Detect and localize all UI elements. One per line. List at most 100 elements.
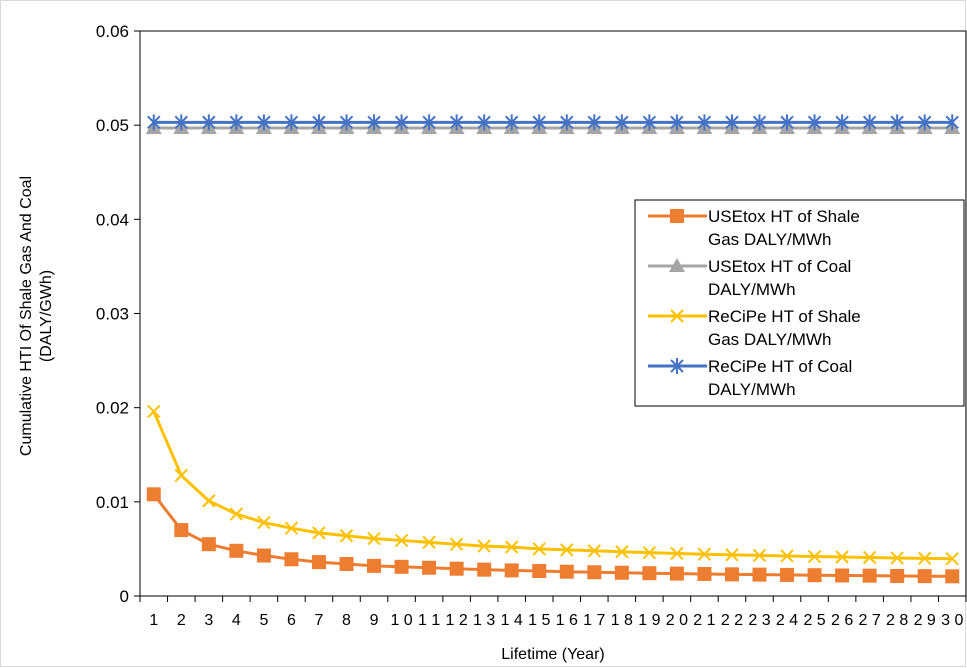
data-point <box>257 515 271 530</box>
data-point <box>917 551 932 566</box>
data-point <box>312 114 326 131</box>
y-tick-label: 0.06 <box>96 22 129 41</box>
data-point <box>146 487 161 502</box>
legend-label: Gas DALY/MWh <box>708 230 831 249</box>
series-0 <box>146 487 960 584</box>
x-tick-label: 2 2 <box>721 612 743 629</box>
data-point <box>890 114 904 131</box>
data-point <box>642 545 657 560</box>
data-point <box>257 114 271 131</box>
legend-swatch-marker <box>670 209 684 223</box>
legend-swatch-marker <box>670 309 684 323</box>
data-point <box>284 552 299 567</box>
data-point <box>147 114 161 131</box>
legend-swatch-marker <box>669 258 685 272</box>
x-tick-label: 1 5 <box>528 612 550 629</box>
x-tick-label: 2 1 <box>693 612 715 629</box>
data-point <box>587 114 602 131</box>
x-tick-label: 2 8 <box>886 612 908 629</box>
x-tick-label: 2 9 <box>914 612 936 629</box>
x-tick-label: 1 3 <box>473 612 495 629</box>
data-point <box>835 568 850 583</box>
data-point <box>642 566 657 581</box>
data-point <box>945 114 959 131</box>
data-point <box>725 548 739 562</box>
x-tick-label: 2 6 <box>831 612 853 629</box>
x-tick-label: 6 <box>287 612 296 629</box>
y-tick-label: 0 <box>120 587 129 606</box>
series-3 <box>147 114 959 131</box>
legend-box <box>634 199 965 407</box>
x-tick-label: 9 <box>370 612 379 629</box>
legend-label: USEtox HT of Coal <box>708 257 851 276</box>
y-axis-ticks: 0 0.01 0.02 0.03 0.04 0.05 0.06 <box>96 22 140 606</box>
data-point <box>670 114 684 131</box>
data-point <box>807 549 822 564</box>
x-tick-label: 1 8 <box>611 612 633 629</box>
legend-item: ReCiPe HT of Coal DALY/MWh <box>648 357 852 399</box>
legend-item: USEtox HT of Shale Gas DALY/MWh <box>648 207 860 249</box>
data-point <box>835 550 849 564</box>
data-point <box>697 547 712 561</box>
data-point <box>835 114 849 131</box>
data-point <box>174 523 189 538</box>
data-point <box>422 114 436 131</box>
x-tick-label: 2 7 <box>859 612 881 629</box>
data-point <box>394 533 409 548</box>
x-tick-label: 1 1 <box>418 612 440 629</box>
data-point <box>917 569 932 584</box>
data-point <box>311 555 326 570</box>
x-tick-label: 4 <box>232 612 241 629</box>
x-tick-label: 2 <box>177 612 186 629</box>
data-point <box>780 114 794 131</box>
data-point <box>504 540 519 554</box>
data-point <box>202 494 216 508</box>
y-axis-title-line-2: (DALY/GWh) <box>38 270 55 362</box>
data-point <box>725 114 739 131</box>
series-2 <box>147 404 959 566</box>
data-point <box>890 568 905 583</box>
data-point <box>339 556 354 571</box>
data-point <box>587 544 602 558</box>
data-point <box>394 559 409 574</box>
data-point <box>752 114 767 131</box>
data-point <box>284 114 299 131</box>
data-point <box>284 521 299 535</box>
data-point <box>614 565 629 580</box>
data-point <box>917 114 932 131</box>
data-point <box>504 114 519 131</box>
data-point <box>752 548 767 563</box>
legend-label: DALY/MWh <box>708 280 796 299</box>
data-point <box>477 114 491 131</box>
x-tick-label: 1 4 <box>501 612 523 629</box>
data-point <box>422 535 436 550</box>
data-point <box>807 568 822 583</box>
data-point <box>339 529 354 543</box>
series-line <box>152 493 953 578</box>
data-point <box>780 567 795 582</box>
legend-label: Gas DALY/MWh <box>708 330 831 349</box>
x-tick-label: 3 0 <box>941 612 963 629</box>
data-point <box>174 114 189 131</box>
data-point <box>147 404 161 419</box>
legend-label: ReCiPe HT of Shale <box>708 307 861 326</box>
data-point <box>202 114 216 131</box>
data-point <box>697 114 712 131</box>
legend-label: USEtox HT of Shale <box>708 207 860 226</box>
data-point <box>312 526 326 540</box>
data-point <box>862 114 877 131</box>
data-point <box>422 560 437 575</box>
data-point <box>229 114 244 131</box>
y-tick-label: 0.03 <box>96 305 129 324</box>
data-point <box>615 114 629 131</box>
data-point <box>890 551 904 565</box>
x-tick-label: 2 5 <box>803 612 825 629</box>
data-point <box>615 545 629 559</box>
legend-label: DALY/MWh <box>708 380 796 399</box>
data-point <box>339 114 354 131</box>
data-point <box>367 531 381 546</box>
data-point <box>862 550 877 565</box>
x-tick-label: 2 4 <box>776 612 798 629</box>
